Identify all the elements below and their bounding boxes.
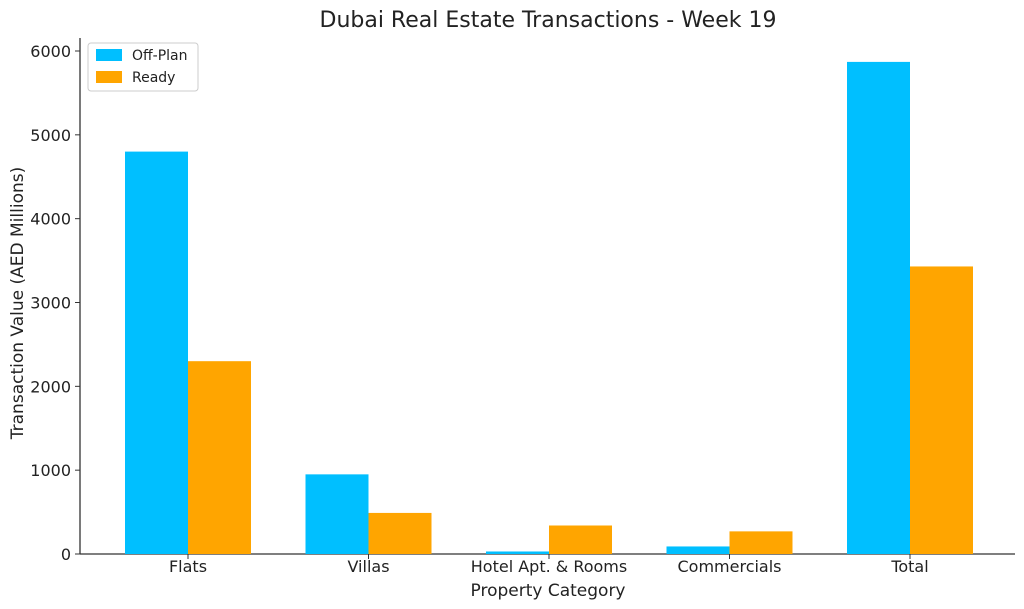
legend-label: Off-Plan: [132, 48, 188, 64]
y-tick-label: 0: [61, 545, 71, 564]
chart-title: Dubai Real Estate Transactions - Week 19: [320, 8, 777, 33]
bar-ready: [188, 361, 251, 554]
y-tick-label: 1000: [30, 461, 71, 480]
y-tick-label: 4000: [30, 210, 71, 229]
x-tick-label: Total: [890, 557, 928, 576]
y-tick-label: 3000: [30, 294, 71, 313]
y-tick-label: 5000: [30, 126, 71, 145]
bar-ready: [549, 525, 612, 554]
bar-ready: [729, 531, 793, 554]
x-axis-title: Property Category: [471, 581, 626, 601]
bar-off-plan: [486, 551, 549, 554]
tick-labels: 0 1000 2000 3000 4000 5000 6000 Flats Villas Hote…: [30, 42, 928, 576]
bar-off-plan: [847, 61, 910, 554]
bar-ready: [368, 512, 432, 554]
legend-label: Ready: [132, 70, 175, 86]
legend-swatch: [96, 49, 122, 61]
bar-off-plan: [666, 546, 730, 554]
x-tick-label: Hotel Apt. & Rooms: [471, 557, 627, 576]
y-axis-title: Transaction Value (AED Millions): [8, 167, 28, 440]
bars: [125, 61, 973, 554]
bar-ready: [910, 266, 973, 554]
x-tick-label: Commercials: [677, 557, 781, 576]
x-tick-label: Flats: [169, 557, 207, 576]
bar-off-plan: [305, 474, 369, 554]
legend: Off-Plan Ready: [87, 42, 199, 92]
y-tick-label: 2000: [30, 377, 71, 396]
y-tick-label: 6000: [30, 42, 71, 61]
legend-swatch: [96, 71, 122, 83]
bar-off-plan: [125, 151, 188, 554]
x-tick-label: Villas: [347, 557, 389, 576]
